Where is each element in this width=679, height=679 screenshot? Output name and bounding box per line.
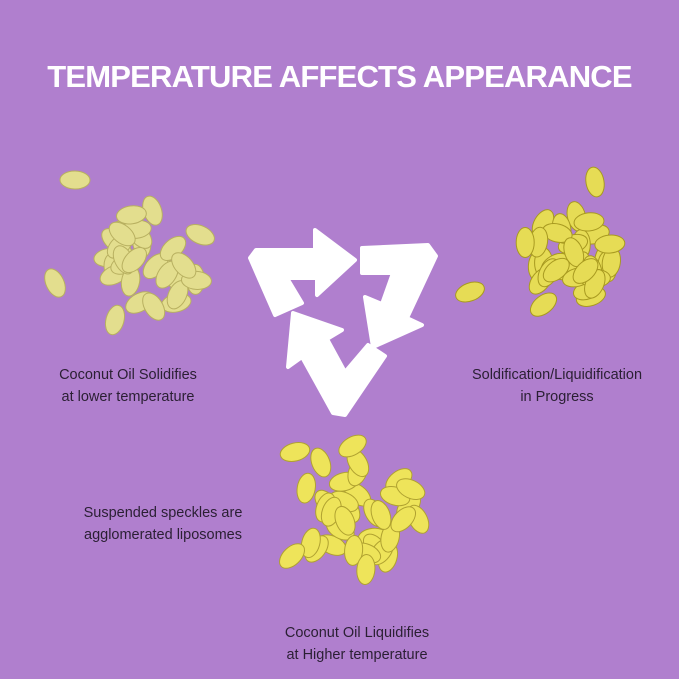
- capsule: [142, 292, 166, 321]
- capsule: [529, 292, 558, 317]
- page-title: TEMPERATURE AFFECTS APPEARANCE: [47, 59, 632, 94]
- capsule: [59, 170, 91, 190]
- capsule: [396, 478, 426, 500]
- capsule: [455, 281, 485, 303]
- capsule: [344, 534, 364, 566]
- capsule: [370, 500, 392, 530]
- solid-capsules-cluster: [44, 170, 215, 336]
- capsule: [310, 447, 332, 478]
- capsule: [356, 554, 376, 585]
- progress-label: Soldification/Liquidification in Progress: [471, 367, 643, 405]
- capsule: [108, 221, 136, 247]
- capsule: [185, 224, 215, 246]
- recycle-arrows-icon: [248, 228, 438, 417]
- capsule: [338, 434, 367, 458]
- capsule: [115, 205, 147, 225]
- liquid-label: Coconut Oil Liquidifies at Higher tempera…: [284, 625, 430, 663]
- capsule: [594, 234, 626, 254]
- capsule: [334, 505, 356, 536]
- arrow-right: [360, 243, 438, 349]
- capsule: [121, 246, 147, 274]
- capsule: [44, 268, 66, 298]
- solid-label: Coconut Oil Solidifies at lower temperatu…: [59, 367, 197, 405]
- capsule: [515, 226, 535, 258]
- capsule: [104, 304, 126, 336]
- capsule: [585, 166, 605, 198]
- speckles-label: Suspended speckles are agglomerated lipos…: [83, 505, 243, 543]
- transition-capsules-cluster: [455, 166, 626, 317]
- capsule: [390, 506, 417, 533]
- capsule: [279, 442, 311, 462]
- capsule: [296, 472, 316, 504]
- capsule: [279, 543, 305, 569]
- arrow-top: [248, 228, 357, 317]
- liquid-capsules-cluster: [279, 434, 430, 585]
- capsule: [572, 258, 599, 284]
- capsule: [573, 212, 605, 232]
- capsule: [171, 252, 197, 279]
- capsule: [300, 527, 321, 559]
- arrow-bottom: [286, 311, 387, 417]
- capsule: [542, 257, 570, 283]
